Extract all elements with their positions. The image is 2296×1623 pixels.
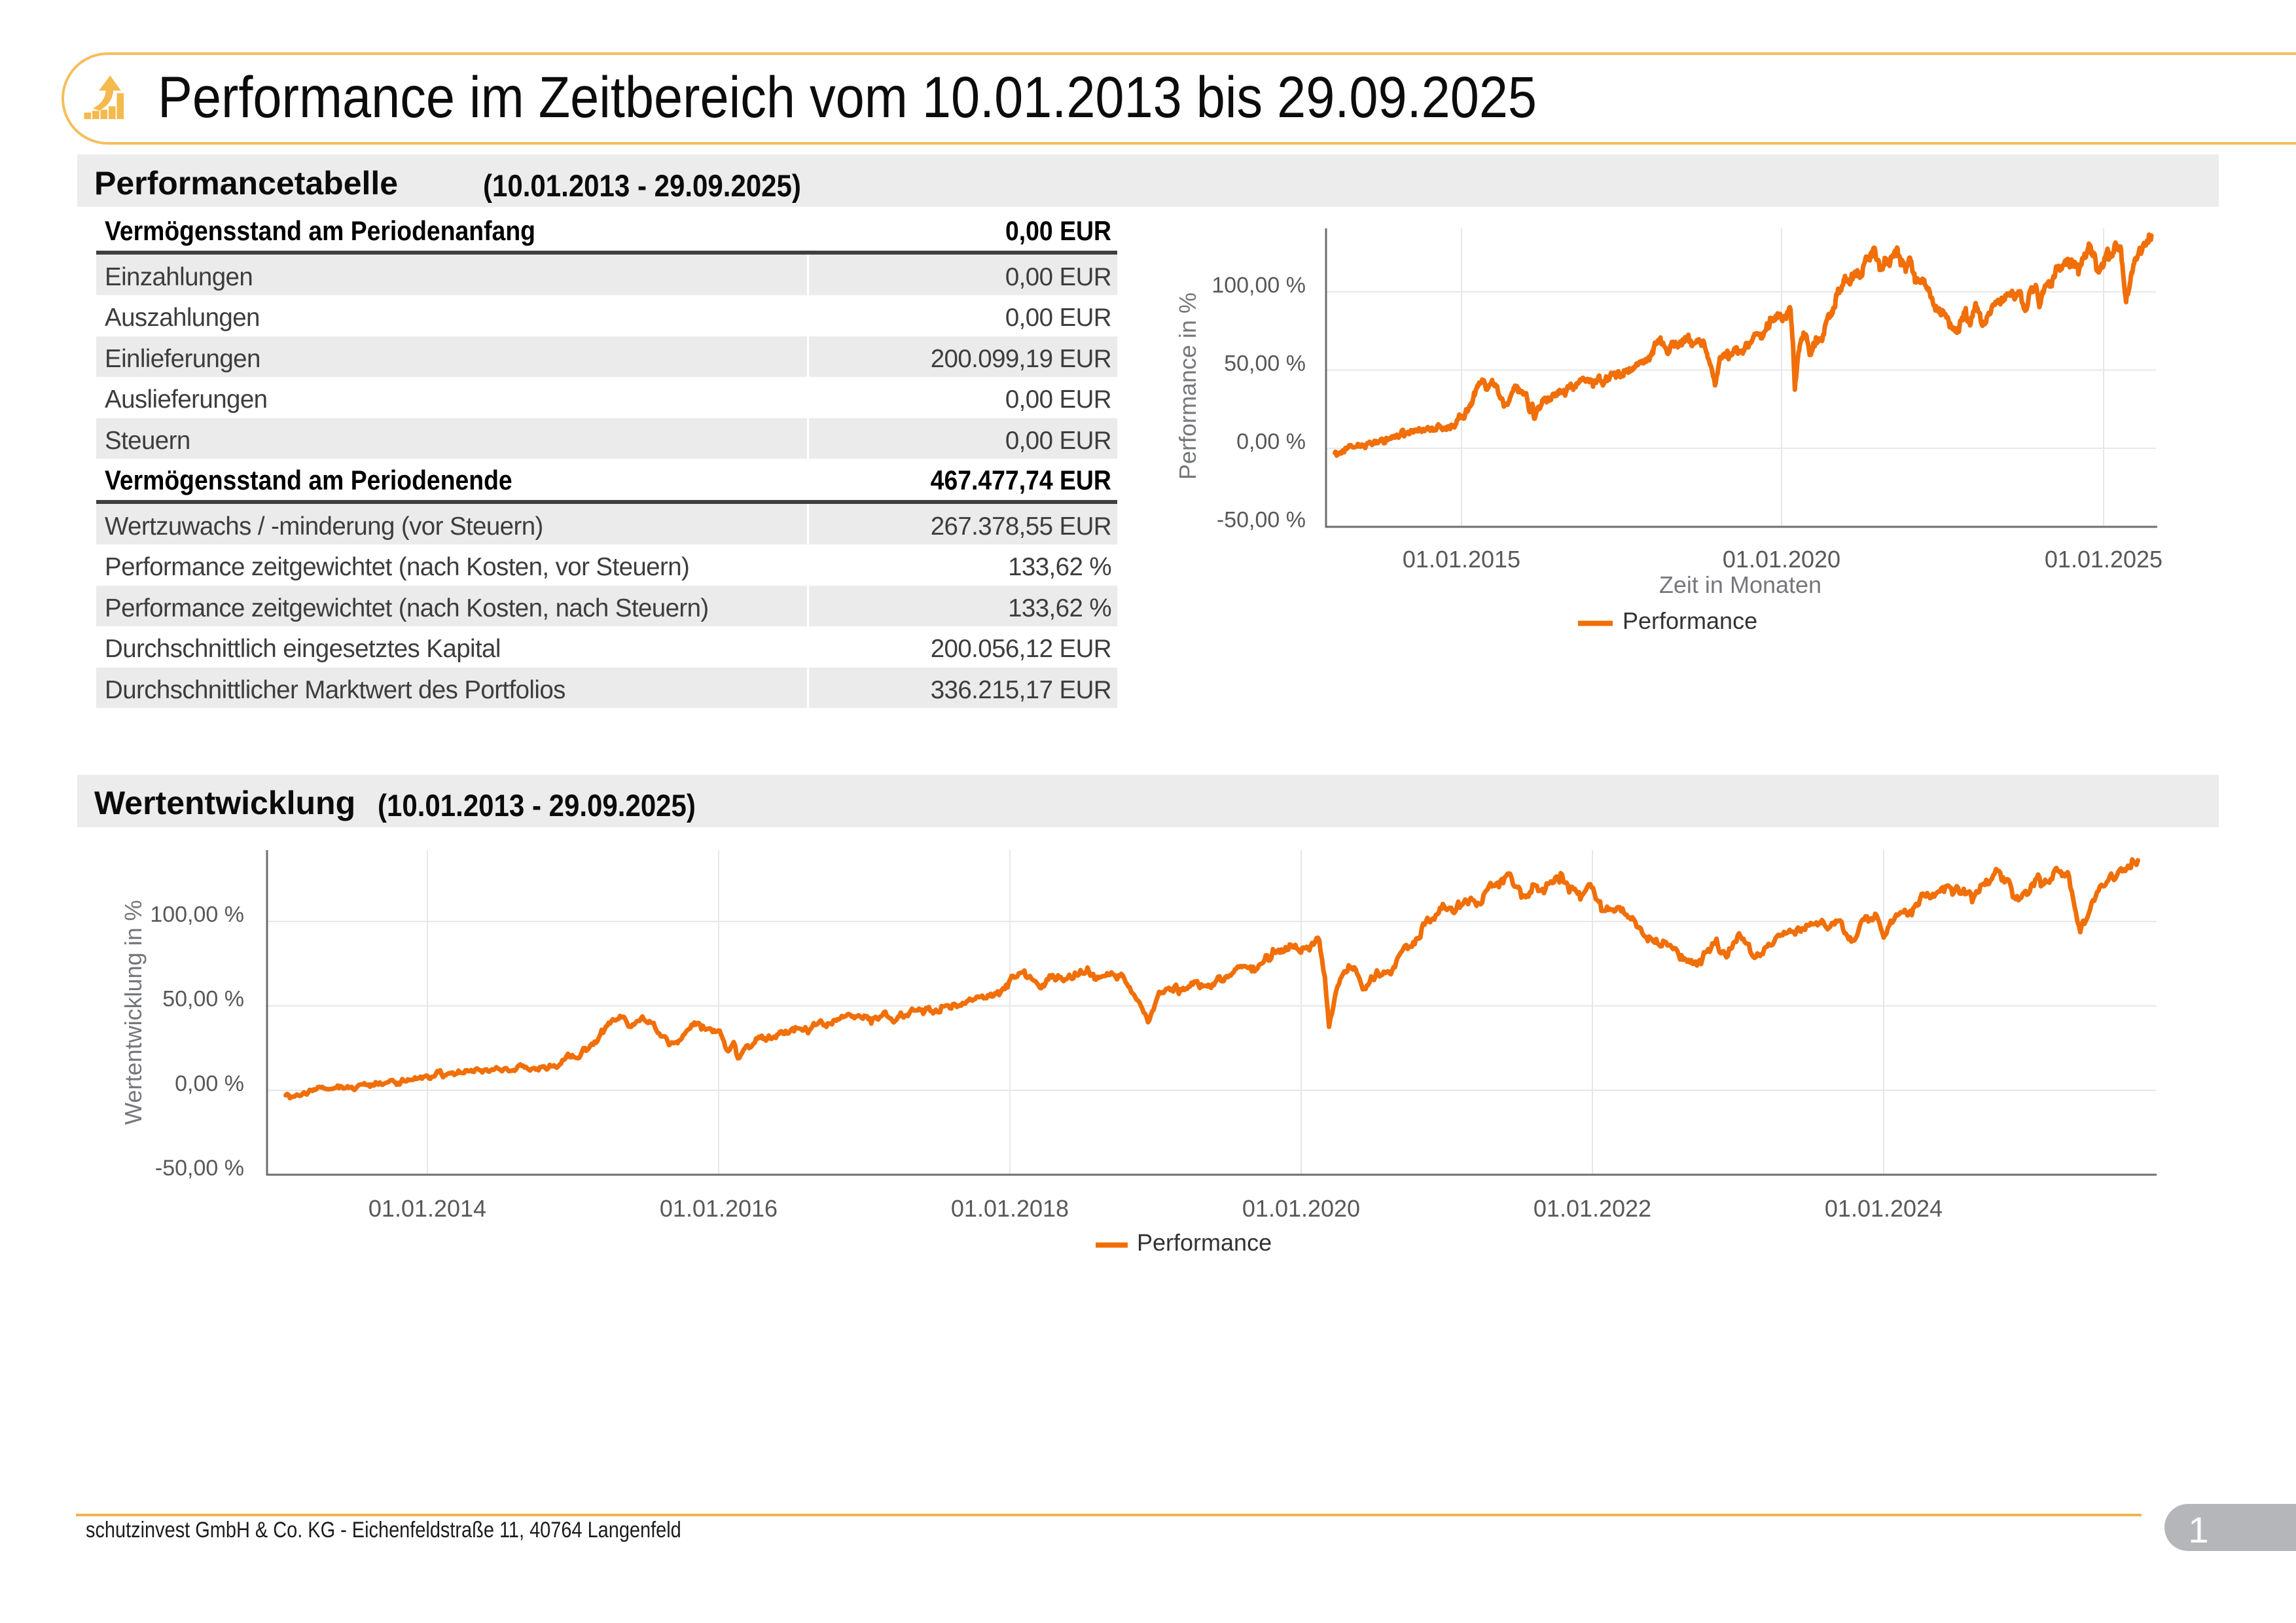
svg-text:01.01.2015: 01.01.2015: [1403, 546, 1520, 573]
svg-text:01.01.2022: 01.01.2022: [1534, 1195, 1651, 1222]
svg-text:100,00 %: 100,00 %: [150, 902, 244, 927]
svg-text:100,00 %: 100,00 %: [1211, 273, 1306, 298]
svg-text:50,00 %: 50,00 %: [162, 987, 244, 1012]
svg-text:01.01.2020: 01.01.2020: [1723, 546, 1840, 573]
svg-text:01.01.2016: 01.01.2016: [660, 1195, 778, 1222]
svg-text:01.01.2014: 01.01.2014: [368, 1195, 486, 1222]
svg-text:-50,00 %: -50,00 %: [155, 1156, 244, 1181]
svg-text:Performance: Performance: [1137, 1229, 1272, 1256]
svg-text:-50,00 %: -50,00 %: [1217, 508, 1306, 533]
svg-text:0,00 %: 0,00 %: [1236, 429, 1306, 454]
svg-text:01.01.2024: 01.01.2024: [1825, 1195, 1943, 1222]
svg-text:Performance: Performance: [1623, 607, 1757, 634]
svg-text:01.01.2025: 01.01.2025: [2045, 546, 2162, 573]
svg-text:Zeit in Monaten: Zeit in Monaten: [1659, 571, 1821, 598]
svg-text:50,00 %: 50,00 %: [1224, 351, 1306, 376]
svg-text:Wertentwicklung in %: Wertentwicklung in %: [120, 900, 147, 1124]
svg-text:0,00 %: 0,00 %: [175, 1071, 244, 1096]
svg-text:Performance in %: Performance in %: [1174, 293, 1201, 480]
svg-text:01.01.2018: 01.01.2018: [951, 1195, 1069, 1222]
svg-text:01.01.2020: 01.01.2020: [1242, 1195, 1360, 1222]
